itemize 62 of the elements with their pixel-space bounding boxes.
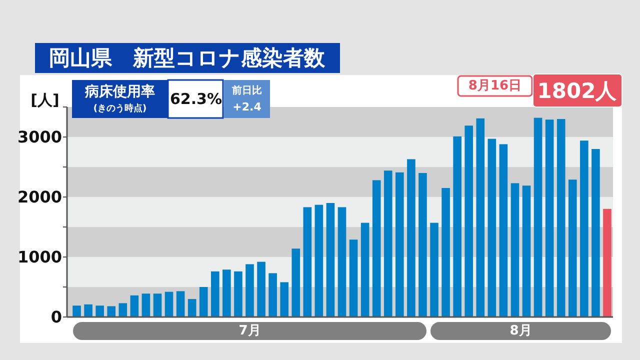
bar bbox=[453, 136, 462, 317]
y-tick-label: 0 bbox=[50, 308, 62, 326]
bar bbox=[384, 170, 392, 317]
y-tick-label: 2000 bbox=[17, 188, 62, 206]
annotation: (きのう時点) bbox=[93, 103, 147, 114]
bar bbox=[592, 149, 600, 317]
y-axis-title: [人] bbox=[30, 91, 60, 109]
bar bbox=[164, 292, 174, 317]
text: 8月 bbox=[510, 324, 532, 338]
bar bbox=[292, 248, 300, 317]
bar bbox=[476, 118, 485, 317]
text: 8月16日 bbox=[468, 78, 522, 94]
bar bbox=[222, 270, 231, 317]
bar bbox=[246, 264, 254, 317]
bar bbox=[188, 299, 196, 317]
bar bbox=[199, 287, 208, 317]
bar bbox=[488, 138, 496, 317]
bar bbox=[442, 188, 450, 317]
bar bbox=[580, 140, 588, 317]
bar bbox=[118, 303, 128, 317]
bar bbox=[372, 180, 381, 317]
bar bbox=[534, 118, 542, 317]
bar bbox=[153, 294, 162, 317]
bar bbox=[326, 203, 335, 317]
bar bbox=[234, 271, 242, 317]
bar bbox=[418, 173, 427, 317]
bar bbox=[142, 294, 150, 317]
bar bbox=[430, 222, 438, 317]
text: 前日比 bbox=[231, 84, 262, 96]
bar bbox=[510, 183, 520, 317]
bar bbox=[349, 240, 358, 317]
text: 1802人 bbox=[537, 79, 618, 103]
bar bbox=[338, 207, 346, 317]
bar bbox=[130, 295, 139, 317]
bar bbox=[72, 306, 81, 317]
bar bbox=[407, 159, 416, 317]
y-tick-label: 3000 bbox=[17, 128, 62, 146]
bar bbox=[603, 208, 612, 317]
text: 7月 bbox=[238, 324, 261, 338]
bar bbox=[84, 304, 92, 317]
bar bbox=[568, 180, 577, 317]
annotation: 62.3% bbox=[170, 90, 222, 108]
bar bbox=[303, 207, 312, 317]
bar bbox=[499, 144, 508, 317]
bar bbox=[107, 306, 116, 317]
bar bbox=[96, 306, 104, 317]
bar bbox=[280, 282, 288, 317]
bar bbox=[464, 126, 474, 317]
bar bbox=[396, 172, 404, 317]
bar bbox=[257, 262, 266, 317]
bar bbox=[522, 186, 531, 317]
bar bbox=[360, 222, 370, 317]
bar bbox=[210, 271, 220, 317]
chart-title: 岡山県 新型コロナ感染者数 bbox=[49, 46, 326, 70]
bar bbox=[268, 273, 277, 317]
text: 病床使用率 bbox=[84, 83, 155, 100]
bar bbox=[556, 119, 566, 317]
y-tick-label: 1000 bbox=[17, 248, 62, 266]
bar bbox=[545, 120, 554, 317]
annotation: +2.4 bbox=[232, 100, 262, 114]
bar bbox=[176, 291, 185, 317]
bar bbox=[314, 204, 324, 317]
